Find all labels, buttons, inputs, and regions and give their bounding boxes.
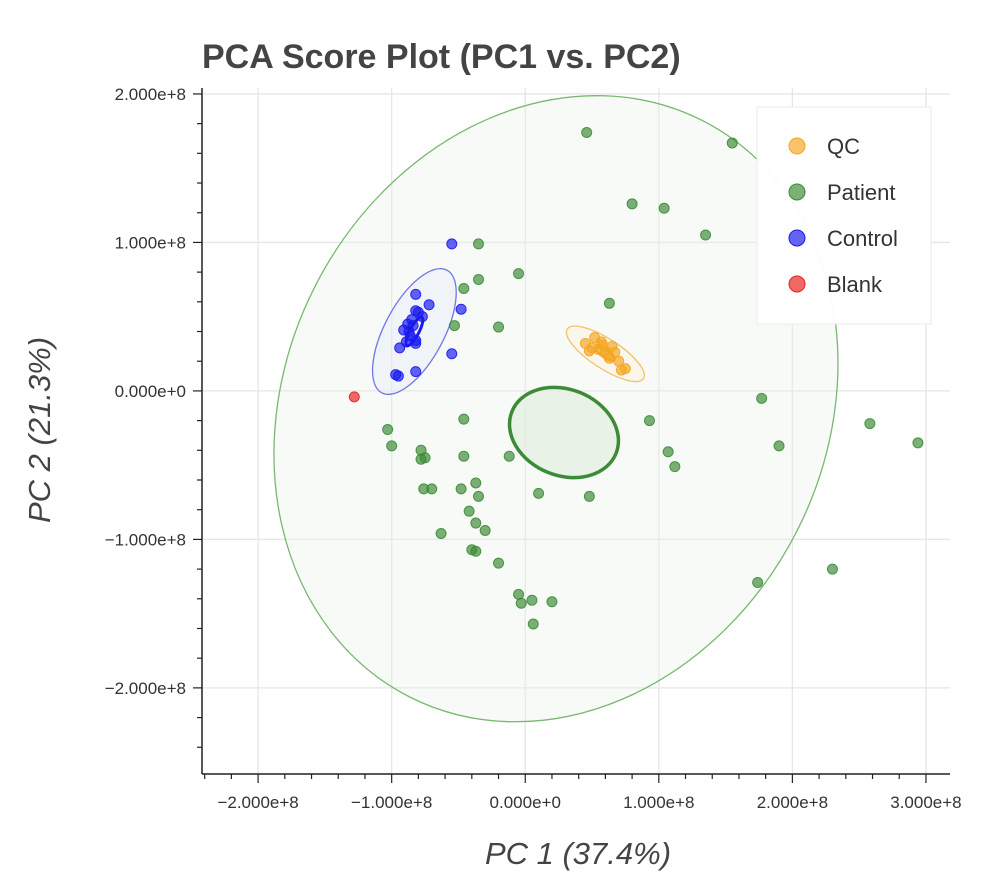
y-tick-label: −1.000e+8 bbox=[105, 530, 186, 549]
point-patient bbox=[726, 137, 738, 149]
point-qc bbox=[609, 346, 621, 358]
point-patient bbox=[493, 321, 505, 333]
point-control bbox=[446, 348, 458, 360]
point-qc bbox=[595, 336, 607, 348]
point-patient bbox=[752, 576, 764, 588]
point-patient bbox=[643, 415, 655, 427]
legend-label-control: Control bbox=[827, 226, 898, 251]
legend-marker-control bbox=[788, 229, 806, 247]
point-patient bbox=[513, 268, 525, 280]
point-qc bbox=[583, 345, 595, 357]
point-patient bbox=[669, 461, 681, 473]
legend: QC Patient Control Blank bbox=[756, 106, 932, 325]
point-control bbox=[410, 366, 422, 378]
point-patient bbox=[386, 440, 398, 452]
legend-marker-patient bbox=[788, 183, 806, 201]
point-control bbox=[392, 370, 404, 382]
y-tick-label: −2.000e+8 bbox=[105, 679, 186, 698]
x-tick-label: −2.000e+8 bbox=[217, 793, 298, 812]
point-patient bbox=[455, 483, 467, 495]
point-patient bbox=[479, 524, 491, 536]
confidence-ellipses bbox=[273, 95, 839, 723]
point-patient bbox=[603, 297, 615, 309]
point-control bbox=[455, 303, 467, 315]
legend-marker-qc bbox=[788, 137, 806, 155]
point-control bbox=[410, 288, 422, 300]
point-patient bbox=[382, 424, 394, 436]
y-tick-label: 2.000e+8 bbox=[115, 85, 186, 104]
point-patient bbox=[864, 418, 876, 430]
scatter-points bbox=[348, 127, 924, 630]
ellipse-patient bbox=[507, 385, 621, 480]
point-patient bbox=[472, 274, 484, 286]
point-patient bbox=[658, 202, 670, 214]
point-patient bbox=[472, 238, 484, 250]
point-control bbox=[410, 305, 422, 317]
y-axis-label: PC 2 (21.3%) bbox=[22, 337, 57, 523]
x-axis-label: PC 1 (37.4%) bbox=[485, 836, 671, 871]
axes: −2.000e+8 −1.000e+8 0.000e+0 1.000e+8 2.000e… bbox=[105, 85, 962, 812]
x-tick-label: 1.000e+8 bbox=[623, 793, 694, 812]
point-patient bbox=[626, 198, 638, 210]
point-patient bbox=[470, 477, 482, 489]
point-patient bbox=[533, 487, 545, 499]
point-patient bbox=[448, 320, 460, 332]
point-control bbox=[423, 299, 435, 311]
point-patient bbox=[826, 563, 838, 575]
x-tick-label: 2.000e+8 bbox=[757, 793, 828, 812]
x-tick-label: 0.000e+0 bbox=[490, 793, 561, 812]
legend-label-patient: Patient bbox=[827, 180, 896, 205]
point-control bbox=[410, 334, 422, 346]
point-patient bbox=[435, 527, 447, 539]
point-patient bbox=[581, 127, 593, 139]
point-control bbox=[394, 342, 406, 354]
point-patient bbox=[458, 450, 470, 462]
point-patient bbox=[458, 413, 470, 425]
legend-marker-blank bbox=[788, 275, 806, 293]
point-patient bbox=[756, 392, 768, 404]
x-tick-label: −1.000e+8 bbox=[351, 793, 432, 812]
point-patient bbox=[546, 596, 558, 608]
x-tick-label: 3.000e+8 bbox=[890, 793, 961, 812]
point-patient bbox=[426, 483, 438, 495]
point-patient bbox=[470, 545, 482, 557]
point-patient bbox=[662, 446, 674, 458]
point-patient bbox=[773, 440, 785, 452]
point-blank bbox=[348, 391, 360, 403]
point-qc bbox=[619, 363, 631, 375]
point-patient bbox=[463, 505, 475, 517]
y-tick-label: 1.000e+8 bbox=[115, 233, 186, 252]
point-patient bbox=[526, 594, 538, 606]
point-patient bbox=[458, 282, 470, 294]
point-patient bbox=[503, 450, 515, 462]
point-patient bbox=[912, 437, 924, 449]
chart-title: PCA Score Plot (PC1 vs. PC2) bbox=[202, 38, 681, 76]
point-patient bbox=[472, 490, 484, 502]
point-patient bbox=[527, 618, 539, 630]
point-patient bbox=[515, 597, 527, 609]
point-patient bbox=[415, 453, 427, 465]
point-patient bbox=[700, 229, 712, 241]
legend-label-qc: QC bbox=[827, 134, 860, 159]
point-control bbox=[446, 238, 458, 250]
point-patient bbox=[493, 557, 505, 569]
legend-label-blank: Blank bbox=[827, 272, 883, 297]
point-patient bbox=[470, 517, 482, 529]
legend-box bbox=[756, 106, 932, 325]
y-tick-label: 0.000e+0 bbox=[115, 382, 186, 401]
point-patient bbox=[583, 490, 595, 502]
